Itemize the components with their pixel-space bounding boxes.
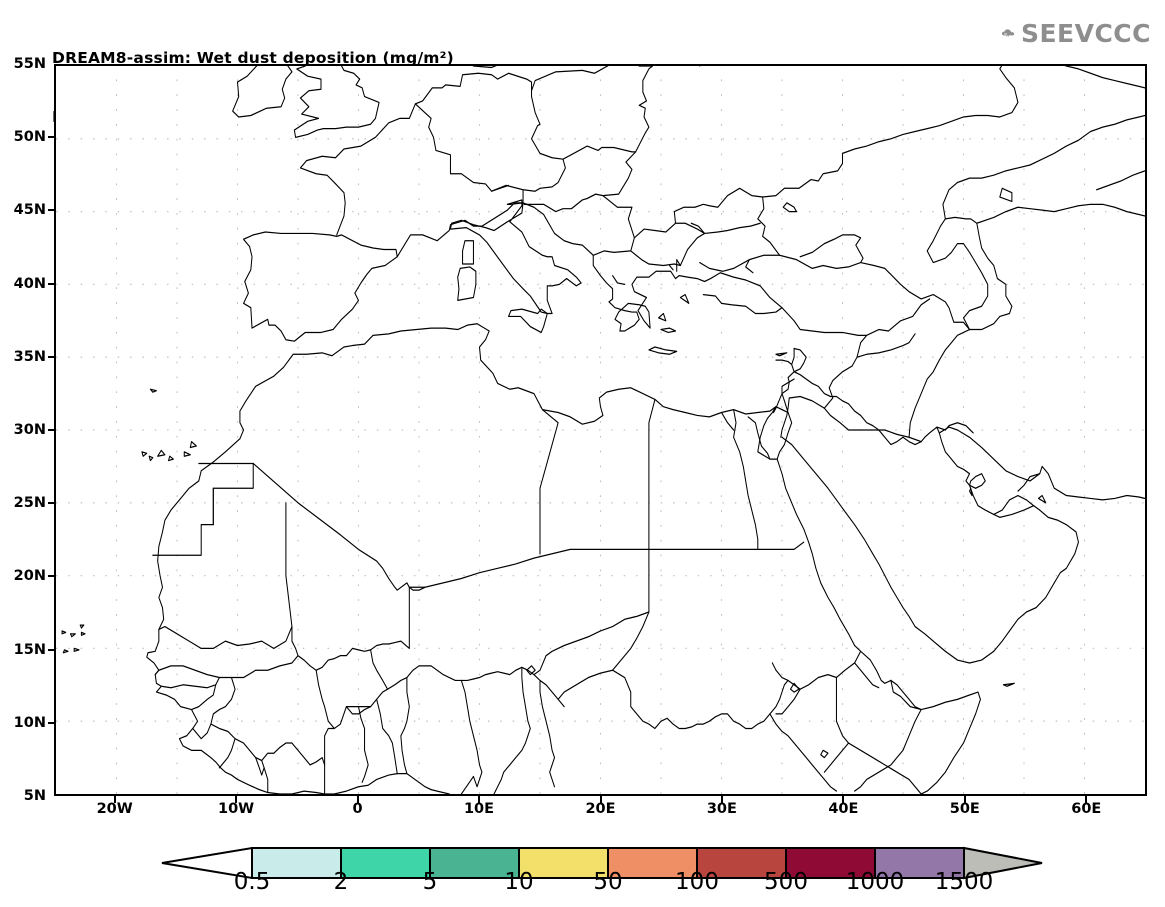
y-tick-label: 35N xyxy=(13,348,46,365)
x-axis-tick xyxy=(113,796,116,803)
colorbar-swatches xyxy=(161,846,1043,880)
map-gridlines xyxy=(56,66,1145,794)
y-axis-tick xyxy=(48,209,55,212)
colorbar-swatch-6 xyxy=(785,847,876,879)
colorbar-tick-label: 10 xyxy=(504,869,534,895)
y-tick-label: 45N xyxy=(13,202,46,219)
y-axis-tick xyxy=(48,648,55,651)
y-axis-tick xyxy=(48,136,55,139)
colorbar-swatch-5 xyxy=(696,847,787,879)
map-coastlines xyxy=(61,66,1145,794)
y-axis-tick xyxy=(48,355,55,358)
colorbar-tick-label: 1000 xyxy=(845,869,905,895)
y-axis-tick xyxy=(48,502,55,505)
colorbar-over-cap xyxy=(963,846,1043,880)
x-tick-label: 60E xyxy=(1071,801,1102,817)
x-axis-tick xyxy=(963,796,966,803)
seevccc-logo: SEEVCCC xyxy=(1001,14,1151,52)
x-axis-tick xyxy=(720,796,723,803)
x-tick-label: 50E xyxy=(949,801,980,817)
colorbar-tick-label: 500 xyxy=(764,869,808,895)
x-tick-label: 10E xyxy=(463,801,495,817)
x-axis-tick xyxy=(842,796,845,803)
x-axis-tick xyxy=(1085,796,1088,803)
x-tick-label: 30E xyxy=(706,801,737,817)
colorbar-swatch-3 xyxy=(518,847,609,879)
colorbar: 0.5 2 5 10 50 100 500 1000 1500 xyxy=(0,843,1165,907)
x-axis-tick xyxy=(235,796,238,803)
map-plot-area[interactable] xyxy=(54,64,1147,796)
y-tick-label: 50N xyxy=(13,129,46,146)
x-axis-tick xyxy=(599,796,602,803)
page-title: DREAM8-assim: Wet dust deposition (mg/m²… xyxy=(52,49,454,67)
y-axis-tick xyxy=(48,429,55,431)
y-tick-label: 15N xyxy=(13,641,46,658)
y-tick-label: 40N xyxy=(13,275,46,292)
colorbar-tick-label: 5 xyxy=(422,869,438,895)
y-tick-label: 30N xyxy=(13,422,46,438)
x-axis-tick xyxy=(478,796,480,803)
colorbar-tick-label: 0.5 xyxy=(233,869,271,895)
cloud-wind-icon xyxy=(1001,29,1015,37)
colorbar-swatch-1 xyxy=(340,847,431,879)
x-tick-label: 20E xyxy=(585,801,616,817)
x-axis-tick xyxy=(356,796,359,803)
y-axis-tick xyxy=(48,575,55,578)
y-tick-label: 5N xyxy=(23,788,46,804)
map-canvas xyxy=(56,66,1145,794)
x-tick-label: 10W xyxy=(218,801,255,817)
y-axis-tick xyxy=(48,282,55,285)
y-tick-label: 55N xyxy=(13,56,46,72)
y-axis-tick xyxy=(48,721,55,724)
y-tick-label: 25N xyxy=(13,495,46,512)
x-tick-label: 20W xyxy=(96,801,133,817)
colorbar-tick-label: 1500 xyxy=(934,869,994,895)
y-tick-label: 10N xyxy=(13,714,46,731)
colorbar-tick-label: 100 xyxy=(675,869,719,895)
logo-text: SEEVCCC xyxy=(1020,18,1151,48)
colorbar-tick-label: 2 xyxy=(333,869,349,895)
colorbar-tick-label: 50 xyxy=(593,869,623,895)
x-tick-label: 0 xyxy=(352,801,363,817)
y-tick-label: 20N xyxy=(13,568,46,585)
x-tick-label: 40E xyxy=(828,801,859,817)
